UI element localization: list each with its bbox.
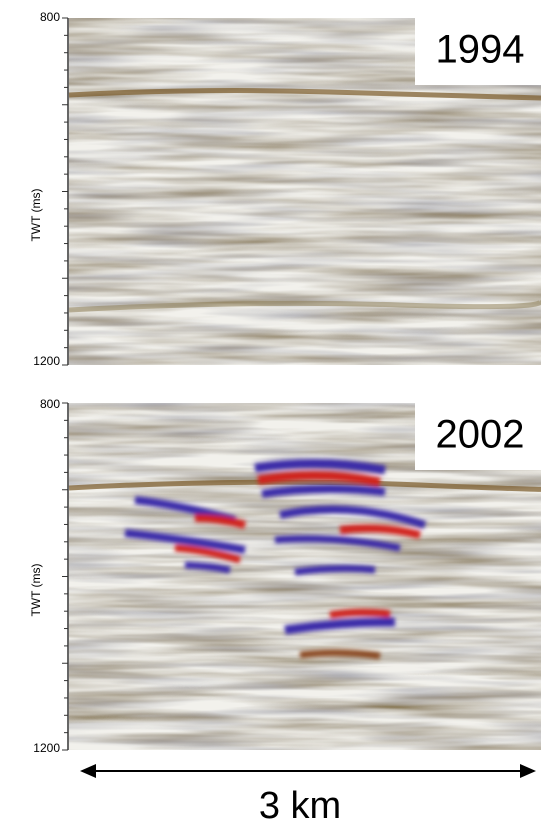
reflector <box>68 479 541 492</box>
scale-bar: 3 km <box>80 764 536 827</box>
y-tick-label: 1200 <box>33 741 60 755</box>
axis-title: TWT (ms) <box>29 188 43 241</box>
year-label: 1994 <box>436 28 525 72</box>
y-tick-label: 800 <box>40 10 60 24</box>
panel-1994: 1994 800 1200 TWT (ms) <box>29 10 541 368</box>
minor-ticks <box>62 402 68 751</box>
y-tick-label: 1200 <box>33 354 60 368</box>
arrow-head <box>520 764 536 778</box>
year-box <box>415 403 541 470</box>
year-label: 2002 <box>436 413 525 457</box>
axis-title: TWT (ms) <box>29 563 43 616</box>
scale-label: 3 km <box>259 785 341 827</box>
y-tick-label: 800 <box>40 397 60 411</box>
panel-2002: 2002 800 1200 TWT (ms) <box>29 397 541 755</box>
minor-ticks <box>62 17 68 366</box>
reflector <box>68 299 541 313</box>
reflector <box>68 88 541 101</box>
year-box <box>415 18 541 85</box>
arrow-head <box>80 764 96 778</box>
amplitude-anomalies <box>124 458 427 660</box>
